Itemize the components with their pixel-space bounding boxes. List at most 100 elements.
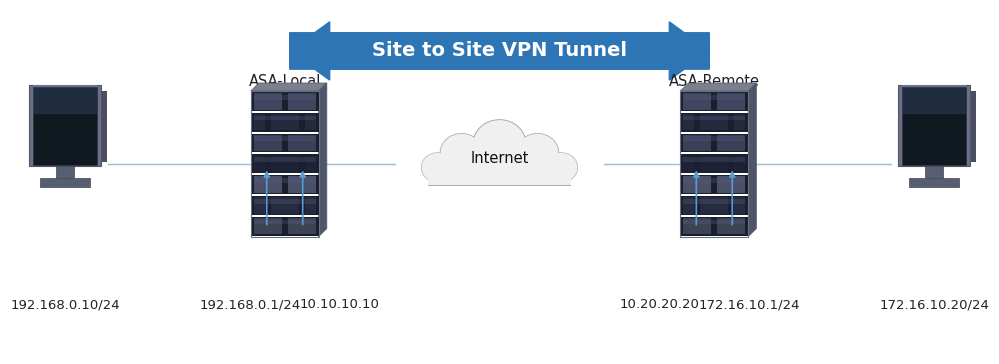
Bar <box>428 160 571 186</box>
Ellipse shape <box>421 152 455 183</box>
Bar <box>680 92 748 111</box>
Bar <box>254 197 265 214</box>
Polygon shape <box>680 83 756 91</box>
Ellipse shape <box>544 152 578 183</box>
Bar <box>254 114 265 130</box>
Bar <box>734 155 745 172</box>
Polygon shape <box>319 83 327 237</box>
Bar <box>700 197 728 214</box>
Bar <box>902 87 966 165</box>
Bar <box>251 196 319 215</box>
Ellipse shape <box>441 134 483 172</box>
Bar <box>254 218 282 234</box>
Bar <box>898 85 970 166</box>
Bar <box>271 197 299 214</box>
Bar <box>683 116 745 120</box>
Ellipse shape <box>474 120 525 167</box>
Ellipse shape <box>516 134 558 172</box>
Bar <box>683 199 745 203</box>
Text: 10.20.20.20: 10.20.20.20 <box>619 298 699 312</box>
Bar <box>734 197 745 214</box>
Ellipse shape <box>466 147 533 182</box>
Bar <box>683 219 745 224</box>
Bar <box>254 155 265 172</box>
Bar <box>251 91 319 237</box>
Bar <box>305 197 316 214</box>
Ellipse shape <box>545 153 577 182</box>
Bar <box>683 157 745 162</box>
Bar <box>254 136 316 141</box>
Bar <box>254 116 316 120</box>
Bar <box>56 166 74 178</box>
Bar <box>909 178 959 187</box>
Bar <box>254 95 316 99</box>
Bar <box>717 218 745 234</box>
Bar <box>683 155 694 172</box>
Bar <box>271 155 299 172</box>
Bar <box>902 87 966 114</box>
Bar <box>700 155 728 172</box>
Text: 172.16.10.20/24: 172.16.10.20/24 <box>879 298 989 312</box>
Text: Internet: Internet <box>471 151 528 166</box>
Bar <box>680 154 748 173</box>
Bar <box>254 199 316 203</box>
Bar <box>288 135 316 151</box>
Bar <box>700 114 728 130</box>
Bar <box>680 196 748 215</box>
Bar <box>254 219 316 224</box>
Bar <box>40 178 90 187</box>
Bar <box>683 178 745 183</box>
Bar <box>288 218 316 234</box>
Text: Site to Site VPN Tunnel: Site to Site VPN Tunnel <box>372 41 627 60</box>
Bar <box>251 134 319 153</box>
Text: 192.168.0.1/24: 192.168.0.1/24 <box>199 298 301 312</box>
Bar <box>101 91 107 162</box>
Bar <box>717 176 745 193</box>
Bar <box>33 87 97 114</box>
Bar <box>271 114 299 130</box>
FancyArrow shape <box>290 22 709 80</box>
Ellipse shape <box>473 119 526 169</box>
Bar <box>254 178 316 183</box>
Bar <box>254 135 282 151</box>
Bar <box>305 155 316 172</box>
Bar <box>680 134 748 153</box>
Bar <box>251 154 319 173</box>
Bar <box>683 95 745 99</box>
FancyArrow shape <box>290 22 709 80</box>
Polygon shape <box>251 83 327 91</box>
Bar <box>680 217 748 236</box>
Polygon shape <box>748 83 756 237</box>
Text: ASA-Local: ASA-Local <box>249 74 321 89</box>
Bar <box>254 157 316 162</box>
Bar <box>717 93 745 110</box>
Bar <box>683 136 745 141</box>
Text: 10.10.10.10: 10.10.10.10 <box>300 298 380 312</box>
Bar <box>683 135 711 151</box>
Bar <box>683 114 694 130</box>
Text: 192.168.0.10/24: 192.168.0.10/24 <box>10 298 120 312</box>
Ellipse shape <box>515 133 559 173</box>
Bar <box>254 93 282 110</box>
Bar <box>683 197 694 214</box>
Bar <box>251 217 319 236</box>
Bar <box>680 175 748 194</box>
Bar <box>717 135 745 151</box>
Text: ASA-Remote: ASA-Remote <box>668 74 760 89</box>
Text: 172.16.10.1/24: 172.16.10.1/24 <box>698 298 800 312</box>
Bar <box>970 91 976 162</box>
Bar <box>428 185 571 186</box>
Bar <box>33 87 97 165</box>
Bar <box>254 176 282 193</box>
Ellipse shape <box>422 153 454 182</box>
Bar <box>683 218 711 234</box>
Bar <box>925 166 943 178</box>
Bar <box>683 176 711 193</box>
Bar <box>251 92 319 111</box>
Ellipse shape <box>465 147 534 183</box>
Bar <box>680 91 748 237</box>
Bar <box>251 175 319 194</box>
Bar <box>288 93 316 110</box>
Bar <box>288 176 316 193</box>
Bar <box>734 114 745 130</box>
